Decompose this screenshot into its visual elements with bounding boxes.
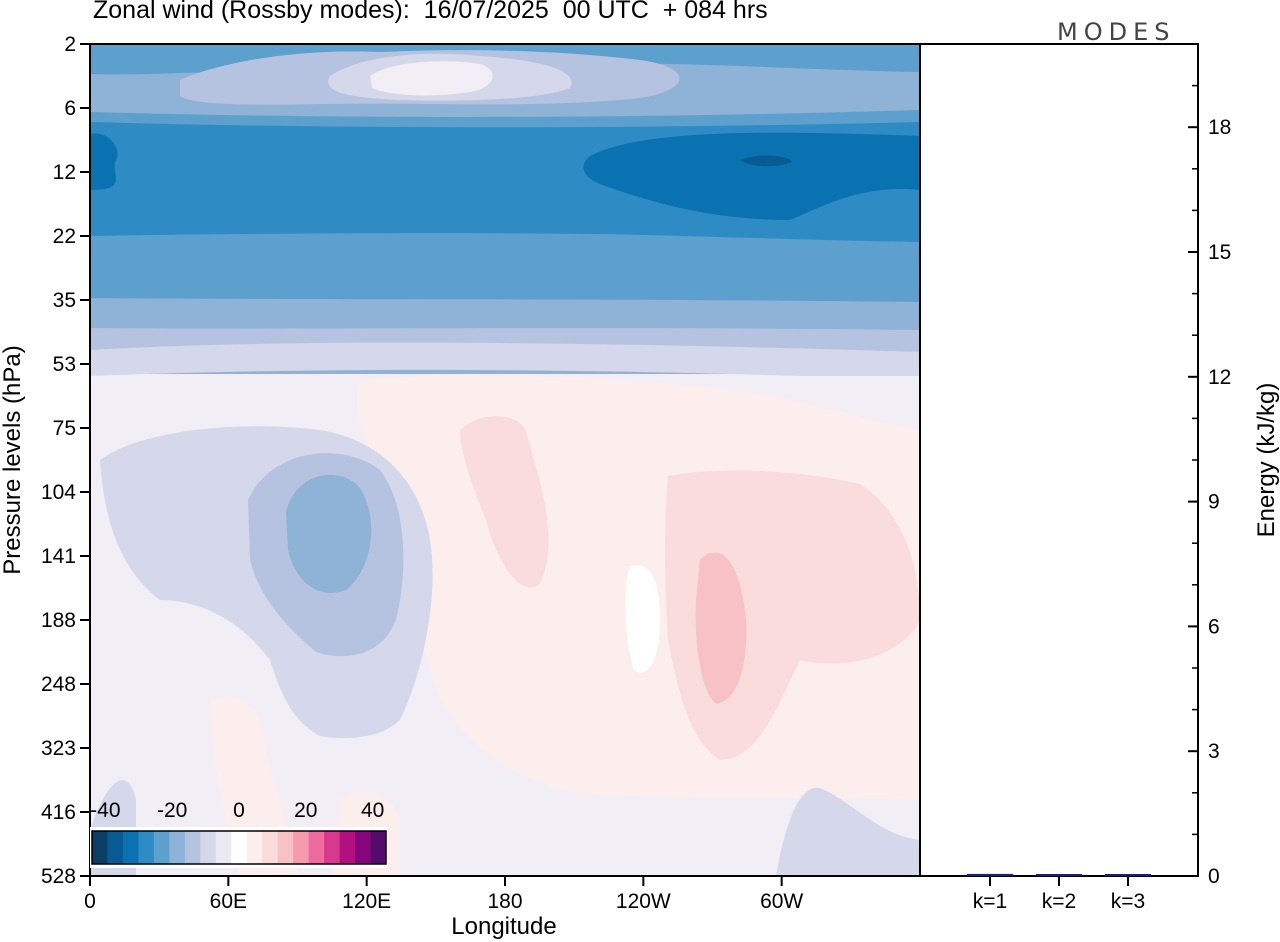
y-tick-label: 2 xyxy=(64,33,76,56)
westerly-core-east xyxy=(695,552,747,704)
colorbar-swatch xyxy=(169,831,186,864)
band-easterly-6 xyxy=(90,342,920,380)
energy-tick-label: 12 xyxy=(1208,366,1231,389)
colorbar-label: 40 xyxy=(361,799,384,822)
colorbar-label: 20 xyxy=(294,799,317,822)
colorbar-swatch xyxy=(339,831,356,864)
colorbar-swatch xyxy=(184,831,201,864)
colorbar-swatch xyxy=(308,831,325,864)
y-tick-label: 75 xyxy=(53,417,76,440)
easterly-pocket-surface xyxy=(776,787,920,876)
energy-bar xyxy=(1105,874,1151,876)
x-axis-label: Longitude xyxy=(451,913,556,940)
y-tick-label: 416 xyxy=(41,801,76,824)
colorbar-swatch xyxy=(355,831,372,864)
x-tick-label: 180 xyxy=(487,890,522,913)
colorbar-frame xyxy=(91,830,387,865)
colorbar-swatch xyxy=(92,831,108,864)
x-tick-label: 60W xyxy=(760,890,803,913)
energy-panel-frame xyxy=(919,43,1199,877)
colorbar-swatch xyxy=(138,831,155,864)
y-tick-label: 35 xyxy=(53,289,76,312)
westerly-pocket-180 xyxy=(460,415,549,588)
bar-label: k=1 xyxy=(973,890,1007,913)
energy-axis-label: Energy (kJ/kg) xyxy=(1253,383,1280,538)
colorbar-swatch xyxy=(324,831,341,864)
easterly-max xyxy=(740,155,792,167)
easterly-core-west xyxy=(90,133,118,190)
y-tick-label: 323 xyxy=(41,737,76,760)
colorbar-swatch xyxy=(246,831,263,864)
contour-field xyxy=(90,44,920,876)
y-tick-label: 104 xyxy=(41,481,76,504)
colorbar-swatch xyxy=(200,831,217,864)
y-tick-label: 248 xyxy=(41,673,76,696)
bar-label: k=3 xyxy=(1111,890,1145,913)
colorbar-swatch xyxy=(153,831,170,864)
energy-tick-label: 9 xyxy=(1208,491,1220,514)
energy-tick-label: 15 xyxy=(1208,241,1231,264)
colorbar-swatch xyxy=(370,831,387,864)
colorbar-swatch xyxy=(231,831,248,864)
colorbar-swatch xyxy=(122,831,139,864)
calm-zone-core xyxy=(370,61,493,96)
colorbar-swatch xyxy=(293,831,310,864)
x-tick-label: 0 xyxy=(84,890,96,913)
x-tick-label: 120W xyxy=(616,890,671,913)
energy-tick-label: 18 xyxy=(1208,116,1231,139)
energy-bar xyxy=(967,873,1013,876)
band-easterly-3 xyxy=(90,233,920,302)
calm-gap xyxy=(625,564,660,673)
colorbar-swatch xyxy=(107,831,124,864)
y-tick-label: 22 xyxy=(53,225,76,248)
colorbar-swatch xyxy=(277,831,294,864)
colorbar: -40 -20 0 20 40 xyxy=(90,799,388,868)
bar-label: k=2 xyxy=(1042,890,1076,913)
energy-bars: k=1 k=2 k=3 xyxy=(967,873,1151,913)
energy-tick-label: 3 xyxy=(1208,740,1220,763)
y-tick-label: 188 xyxy=(41,609,76,632)
y-tick-label: 53 xyxy=(53,353,76,376)
x-tick-label: 120E xyxy=(342,890,391,913)
energy-tick-label: 0 xyxy=(1208,865,1220,888)
energy-axis: 0 3 6 9 12 15 18 xyxy=(1188,43,1231,888)
x-tick-label: 60E xyxy=(210,890,247,913)
easterly-core-east xyxy=(583,132,920,220)
energy-bar xyxy=(1036,874,1082,876)
y-axis-label: Pressure levels (hPa) xyxy=(0,345,26,574)
energy-tick-label: 6 xyxy=(1208,615,1220,638)
y-tick-label: 141 xyxy=(41,545,76,568)
colorbar-swatch xyxy=(215,831,232,864)
modes-logo: MODES xyxy=(1057,18,1176,46)
easterly-pocket-core xyxy=(286,474,372,593)
pressure-axis: 2 6 12 22 35 53 75 104 141 188 248 323 416 528 xyxy=(41,33,90,888)
colorbar-swatch xyxy=(262,831,279,864)
y-tick-label: 6 xyxy=(64,97,76,120)
y-tick-label: 12 xyxy=(53,161,76,184)
colorbar-label: -20 xyxy=(157,799,187,822)
y-tick-label: 528 xyxy=(41,865,76,888)
colorbar-label: 0 xyxy=(233,799,245,822)
colorbar-label: -40 xyxy=(90,799,120,822)
longitude-axis: 0 60E 120E 180 120W 60W xyxy=(84,876,803,913)
band-easterly-4 xyxy=(90,298,920,332)
chart-title: Zonal wind (Rossby modes): 16/07/2025 00… xyxy=(93,0,768,24)
